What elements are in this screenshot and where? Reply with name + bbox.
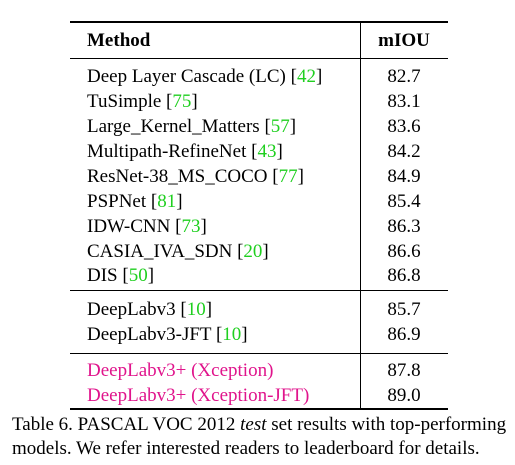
citation-link[interactable]: 81 bbox=[157, 191, 177, 212]
table-row: IDW-CNN [73] bbox=[87, 216, 207, 237]
miou-value: 86.3 bbox=[387, 216, 421, 237]
citation-link[interactable]: 42 bbox=[296, 66, 316, 87]
method-name: Large_Kernel_Matters bbox=[87, 116, 265, 137]
miou-value: 87.8 bbox=[387, 360, 421, 381]
header-method: Method bbox=[87, 30, 151, 51]
table-row: PSPNet [81] bbox=[87, 191, 183, 212]
miou-value: 89.0 bbox=[387, 385, 421, 406]
citation-link[interactable]: 75 bbox=[172, 91, 192, 112]
citation-link[interactable]: 43 bbox=[257, 141, 277, 162]
method-name: PSPNet bbox=[87, 191, 151, 212]
table-row-ours: DeepLabv3+ (Xception-JFT) bbox=[87, 385, 310, 406]
citation-link[interactable]: 20 bbox=[243, 241, 263, 262]
miou-value: 84.9 bbox=[387, 166, 421, 187]
table-row: Large_Kernel_Matters [57] bbox=[87, 116, 297, 137]
miou-value: 84.2 bbox=[387, 141, 421, 162]
table-bottom-rule bbox=[70, 408, 448, 410]
method-name: DeepLabv3-JFT bbox=[87, 324, 216, 345]
miou-value: 86.9 bbox=[387, 324, 421, 345]
method-name: DeepLabv3 bbox=[87, 299, 181, 320]
miou-value: 85.4 bbox=[387, 191, 421, 212]
citation-link[interactable]: 77 bbox=[278, 166, 298, 187]
miou-value: 85.7 bbox=[387, 299, 421, 320]
table-top-rule bbox=[70, 21, 448, 23]
method-name: CASIA_IVA_SDN bbox=[87, 241, 238, 262]
method-name: ResNet-38_MS_COCO bbox=[87, 166, 273, 187]
miou-value: 86.8 bbox=[387, 265, 421, 286]
miou-value: 83.6 bbox=[387, 116, 421, 137]
table-row: Deep Layer Cascade (LC) [42] bbox=[87, 66, 323, 87]
miou-value: 86.6 bbox=[387, 241, 421, 262]
header-rule bbox=[70, 58, 448, 59]
table-row-ours: DeepLabv3+ (Xception) bbox=[87, 360, 274, 381]
citation-link[interactable]: 10 bbox=[186, 299, 206, 320]
table-row: DIS [50] bbox=[87, 265, 155, 286]
method-name: DIS bbox=[87, 265, 123, 286]
table-row: DeepLabv3-JFT [10] bbox=[87, 324, 248, 345]
miou-value: 83.1 bbox=[387, 91, 421, 112]
method-name: Deep Layer Cascade (LC) bbox=[87, 66, 291, 87]
header-miou: mIOU bbox=[378, 30, 430, 51]
table-row: ResNet-38_MS_COCO [77] bbox=[87, 166, 304, 187]
miou-value: 82.7 bbox=[387, 66, 421, 87]
method-name: Multipath-RefineNet bbox=[87, 141, 252, 162]
method-name: TuSimple bbox=[87, 91, 167, 112]
table-row: CASIA_IVA_SDN [20] bbox=[87, 241, 269, 262]
citation-link[interactable]: 73 bbox=[181, 216, 201, 237]
citation-link[interactable]: 50 bbox=[128, 265, 148, 286]
column-divider bbox=[360, 23, 361, 408]
group-divider-1 bbox=[70, 290, 448, 291]
table-row: TuSimple [75] bbox=[87, 91, 198, 112]
citation-link[interactable]: 10 bbox=[222, 324, 242, 345]
table-row: DeepLabv3 [10] bbox=[87, 299, 213, 320]
group-divider-2 bbox=[70, 353, 448, 354]
citation-link[interactable]: 57 bbox=[270, 116, 290, 137]
table-row: Multipath-RefineNet [43] bbox=[87, 141, 283, 162]
method-name: IDW-CNN bbox=[87, 216, 176, 237]
table-caption: Table 6. PASCAL VOC 2012 test set result… bbox=[12, 414, 507, 459]
